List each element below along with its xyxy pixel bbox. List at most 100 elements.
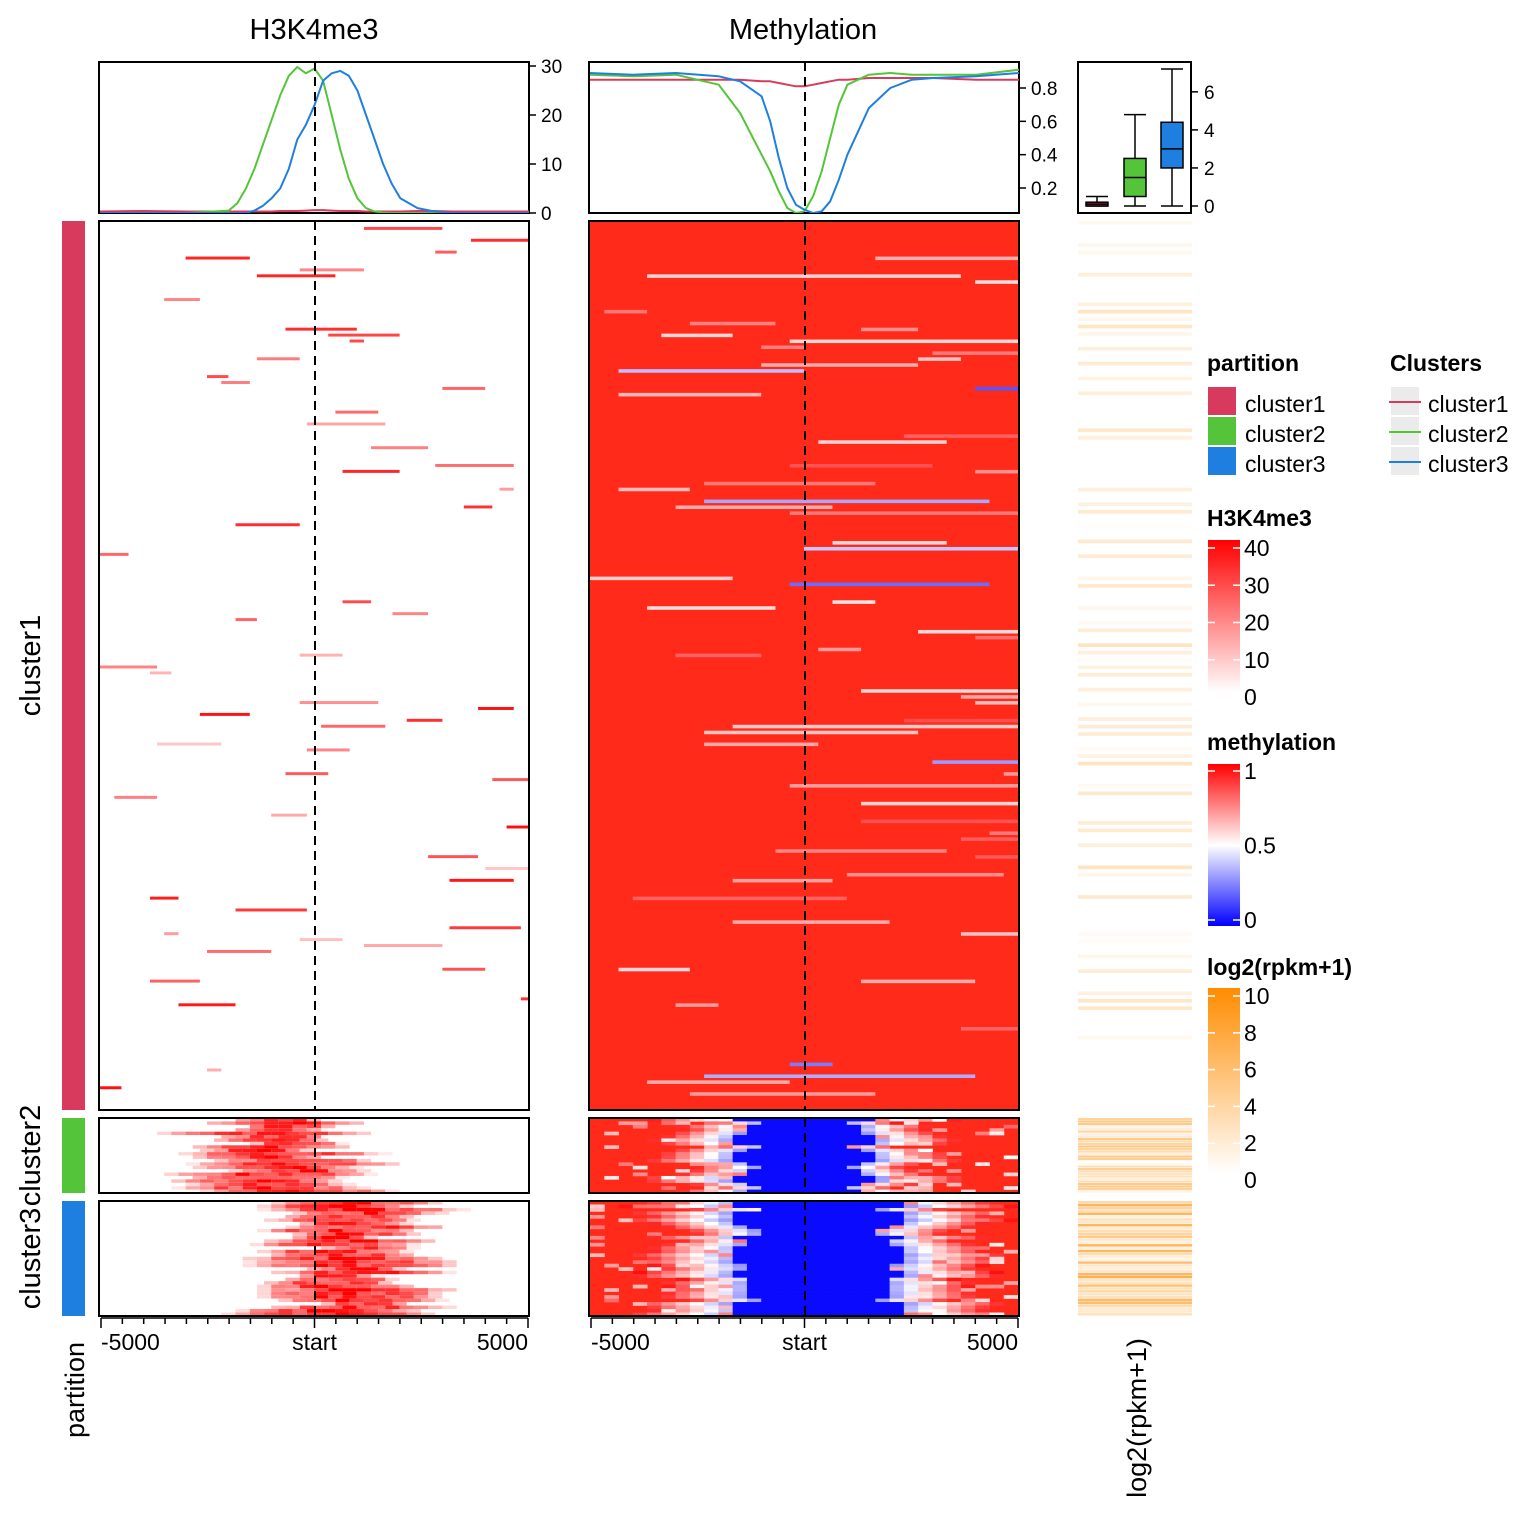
heatmap-cell <box>299 1131 314 1136</box>
heatmap-cell <box>761 1263 776 1268</box>
heatmap-cell <box>918 1274 933 1278</box>
heatmap-cell <box>675 1260 691 1265</box>
heatmap-cell <box>363 944 443 948</box>
expression-cell <box>1078 1180 1192 1183</box>
expression-cell <box>1078 1120 1192 1123</box>
heatmap-cell <box>449 878 514 882</box>
heatmap-cell <box>342 1204 357 1208</box>
heatmap-cell <box>832 1145 848 1149</box>
heatmap-cell <box>292 1175 307 1180</box>
heatmap-cell <box>321 1175 336 1180</box>
heatmap-cell <box>264 1312 279 1316</box>
heatmap-cell <box>285 1201 300 1205</box>
heatmap-cell <box>746 1291 762 1296</box>
expression-cell <box>1078 1123 1192 1126</box>
heatmap-cell <box>746 1124 762 1129</box>
heatmap-cell <box>746 1155 762 1160</box>
heatmap-cell <box>960 1221 976 1226</box>
heatmap-cell <box>321 1172 336 1176</box>
x-tick-label: -5000 <box>101 1329 160 1355</box>
heatmap-cell <box>846 1169 862 1173</box>
heatmap-cell <box>932 1211 948 1216</box>
heatmap-cell <box>285 1253 300 1257</box>
heatmap-cell <box>918 1225 933 1230</box>
heatmap-cell <box>335 1141 350 1146</box>
heatmap-cell <box>647 606 776 610</box>
heatmap-cell <box>285 1260 300 1264</box>
heatmap-cell <box>371 1291 386 1296</box>
heatmap-cell <box>271 1186 286 1190</box>
heatmap-cell <box>775 1277 791 1282</box>
heatmap-cell <box>363 1246 379 1250</box>
heatmap-cell <box>314 1291 329 1296</box>
heatmap-cell <box>960 1225 976 1230</box>
heatmap-cell <box>861 1267 876 1271</box>
heatmap-cell <box>378 1218 393 1222</box>
heatmap-cell <box>442 1263 457 1268</box>
heatmap-cell <box>732 1274 748 1278</box>
heatmap-cell <box>328 1214 343 1219</box>
heatmap-cell <box>861 1246 876 1251</box>
heatmap-cell <box>314 1284 329 1289</box>
heatmap-cell <box>761 1249 776 1254</box>
heatmap-cell <box>242 1260 257 1264</box>
heatmap-cell <box>356 1214 372 1219</box>
heatmap-cell <box>846 1256 862 1261</box>
y-tick-label: 2 <box>1204 159 1215 180</box>
legend-expression-colorbar <box>1208 988 1240 1173</box>
heatmap-cell <box>335 1211 350 1215</box>
heatmap-cell <box>861 1165 876 1170</box>
heatmap-cell <box>718 1207 734 1212</box>
heatmap-cell <box>846 1295 862 1299</box>
heatmap-cell <box>661 1253 677 1258</box>
heatmap-cell <box>661 1221 677 1226</box>
heatmap-cell <box>918 1155 933 1160</box>
heatmap-cell <box>903 1246 919 1251</box>
heatmap-cell <box>903 1228 919 1233</box>
heatmap-cell <box>732 1267 748 1271</box>
heatmap-cell <box>946 1253 962 1258</box>
heatmap-cell <box>846 1221 862 1226</box>
heatmap-cell <box>242 1182 257 1187</box>
expression-cell <box>1078 650 1192 655</box>
heatmap-cell <box>875 1239 891 1244</box>
heatmap-cell <box>861 1284 876 1289</box>
expression-cell <box>1078 865 1192 870</box>
heatmap-cell <box>604 1295 620 1299</box>
heatmap-cell <box>378 1246 393 1250</box>
heatmap-cell <box>746 1305 762 1310</box>
heatmap-cell <box>321 1145 336 1149</box>
heatmap-cell <box>271 1189 286 1193</box>
heatmap-cell <box>775 1186 791 1190</box>
heatmap-cell <box>718 1232 734 1237</box>
heatmap-cell <box>775 1218 791 1223</box>
heatmap-cell <box>385 1189 400 1193</box>
heatmap-cell <box>804 1263 819 1268</box>
expression-cell <box>1078 509 1192 514</box>
heatmap-cell <box>761 1281 776 1285</box>
heatmap-cell <box>975 1204 990 1209</box>
heatmap-cell <box>256 1131 272 1136</box>
heatmap-cell <box>875 1281 891 1285</box>
heatmap-cell <box>689 1141 705 1146</box>
heatmap-cell <box>732 920 890 924</box>
heatmap-cell <box>775 1260 791 1265</box>
heatmap-cell <box>818 1298 834 1303</box>
heatmap-cell <box>846 1270 862 1275</box>
expression-cell <box>1078 361 1192 366</box>
heatmap-cell <box>278 1172 293 1176</box>
heatmap-cell <box>314 1221 329 1226</box>
heatmap-cell <box>903 1291 919 1296</box>
expression-cell <box>1078 1235 1192 1238</box>
heatmap-cell <box>732 1277 748 1282</box>
expression-cell <box>1078 1238 1192 1241</box>
heatmap-cell <box>775 1298 791 1303</box>
heatmap-cell <box>385 1201 400 1205</box>
heatmap-cell <box>392 1309 407 1313</box>
heatmap-cell <box>775 1148 791 1153</box>
heatmap-cell <box>932 1232 948 1237</box>
heatmap-cell <box>875 256 1018 261</box>
heatmap-cell <box>746 1162 762 1167</box>
heatmap-cell <box>960 1295 976 1299</box>
heatmap-cell <box>875 1121 891 1126</box>
